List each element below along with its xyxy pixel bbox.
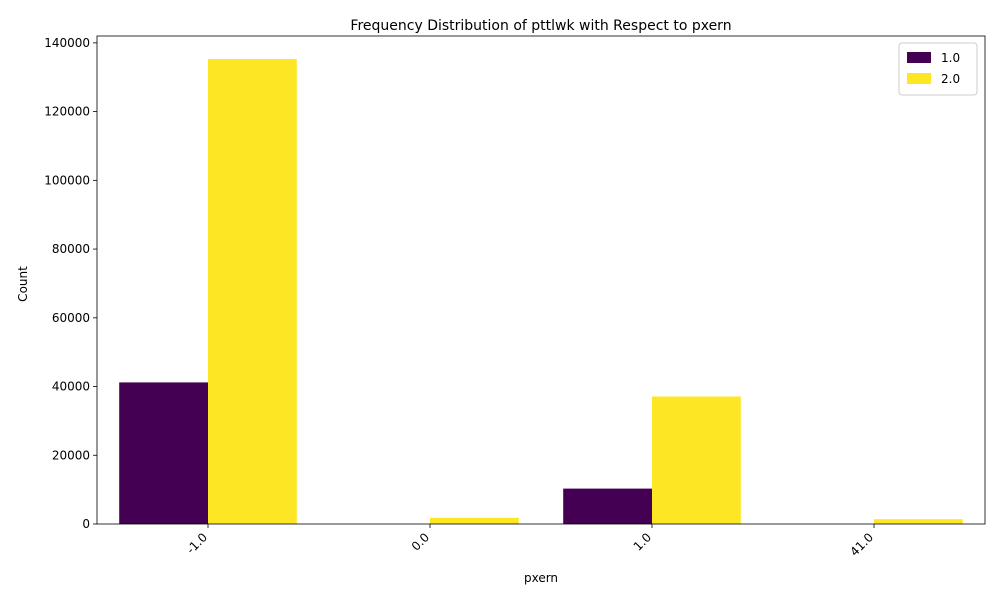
bar [208, 59, 297, 524]
x-tick-label: 41.0 [847, 530, 876, 559]
bar [430, 517, 519, 524]
legend-label: 1.0 [941, 51, 960, 65]
y-tick-label: 120000 [44, 105, 90, 119]
x-axis-label: pxern [524, 571, 558, 585]
chart-title: Frequency Distribution of pttlwk with Re… [350, 18, 731, 34]
legend-label: 2.0 [941, 72, 960, 86]
y-tick-label: 0 [82, 517, 90, 531]
legend-frame [898, 42, 978, 96]
legend: 1.0 2.0 [898, 42, 978, 96]
y-tick-label: 140000 [44, 36, 90, 50]
bar [563, 488, 652, 524]
x-tick-label: 1.0 [631, 530, 654, 553]
y-tick-label: 60000 [52, 311, 90, 325]
legend-swatch [907, 73, 931, 84]
y-tick-label: 100000 [44, 173, 90, 187]
bar [119, 382, 208, 524]
y-tick-label: 80000 [52, 242, 90, 256]
y-tick-label: 40000 [52, 380, 90, 394]
plot-area: 0 20000 40000 60000 80000 100000 120000 140000 -… [44, 35, 986, 559]
legend-swatch [907, 52, 931, 63]
y-tick-label: 20000 [52, 448, 90, 462]
x-tick-label: 0.0 [409, 530, 432, 553]
x-tick-label: -1.0 [184, 530, 210, 556]
y-axis-label: Count [16, 266, 30, 302]
bar [874, 519, 963, 524]
plot-frame [96, 35, 986, 525]
bar [652, 396, 741, 524]
